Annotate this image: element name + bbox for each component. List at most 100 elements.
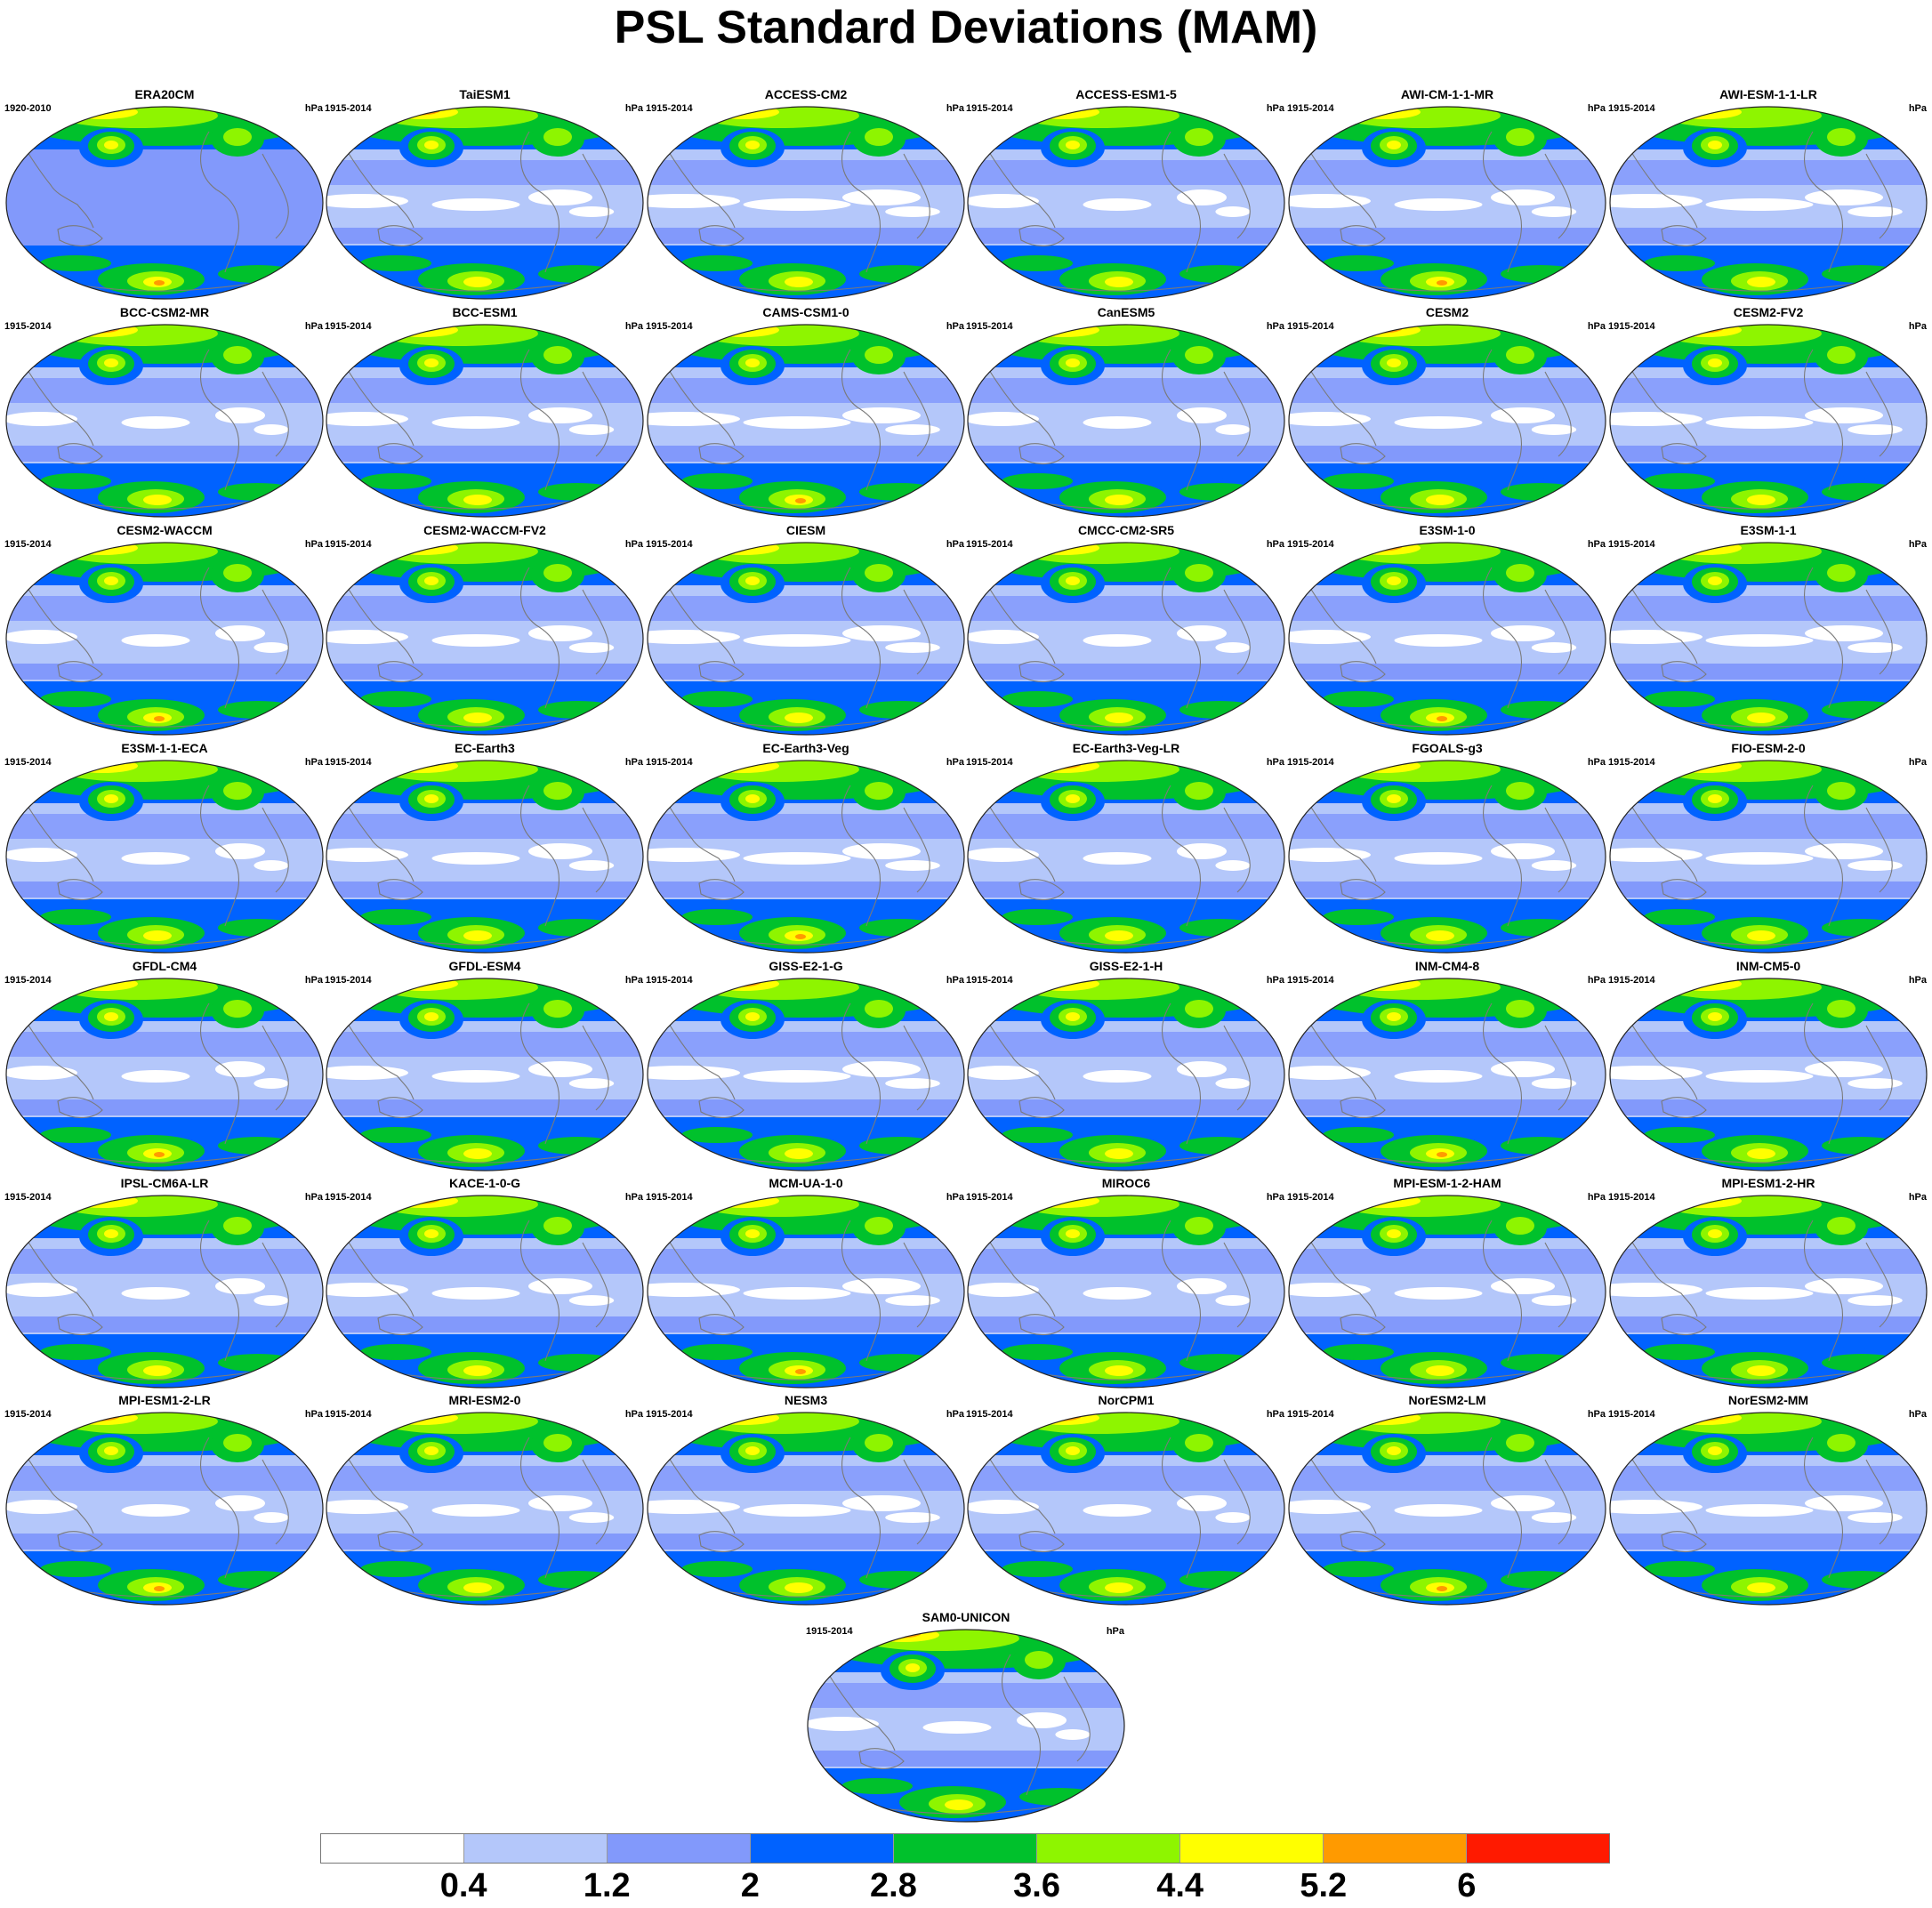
model-panel: CanESM5 1915-2014 hPa <box>966 305 1286 519</box>
model-panel: CMCC-CM2-SR5 1915-2014 hPa <box>966 523 1286 737</box>
panel-title: MPI-ESM1-2-LR <box>118 1393 211 1407</box>
model-panel: GISS-E2-1-G 1915-2014 hPa <box>646 959 966 1172</box>
panel-period: 1915-2014 <box>1287 103 1334 114</box>
panel-period: 1915-2014 <box>4 1192 52 1203</box>
robinson-map <box>647 1412 965 1606</box>
model-panel: NorCPM1 1915-2014 hPa <box>966 1393 1286 1606</box>
robinson-map <box>967 324 1285 518</box>
panel-period: 1915-2014 <box>1608 757 1655 768</box>
model-panel: CESM2-WACCM-FV2 1915-2014 hPa <box>325 523 645 737</box>
colorbar-bin <box>1180 1834 1324 1863</box>
robinson-map <box>647 978 965 1171</box>
colorbar-tick-label: 5.2 <box>1300 1867 1348 1904</box>
panel-units: hPa <box>1587 757 1606 768</box>
robinson-map <box>326 1195 644 1389</box>
robinson-map <box>1609 978 1928 1171</box>
panel-period: 1920-2010 <box>4 103 52 114</box>
colorbar-bin <box>1037 1834 1180 1863</box>
panel-period: 1915-2014 <box>646 975 693 986</box>
panel-units: hPa <box>1908 539 1927 550</box>
panel-units: hPa <box>1908 321 1927 332</box>
panel-period: 1915-2014 <box>1608 103 1655 114</box>
panel-title: CESM2 <box>1425 305 1469 319</box>
panel-title: INM-CM5-0 <box>1735 959 1801 973</box>
colorbar-tick-label: 6 <box>1457 1867 1477 1904</box>
panel-units: hPa <box>946 103 964 114</box>
colorbar-bin <box>1324 1834 1467 1863</box>
panel-title: E3SM-1-0 <box>1419 523 1476 537</box>
panel-units: hPa <box>1587 1409 1606 1420</box>
panel-title: EC-Earth3 <box>455 741 515 755</box>
panel-units: hPa <box>1908 975 1927 986</box>
robinson-map <box>647 760 965 954</box>
panel-title: MPI-ESM-1-2-HAM <box>1393 1176 1501 1190</box>
panel-period: 1915-2014 <box>966 103 1013 114</box>
model-panel: GISS-E2-1-H 1915-2014 hPa <box>966 959 1286 1172</box>
panel-units: hPa <box>304 103 323 114</box>
panel-title: KACE-1-0-G <box>448 1176 521 1190</box>
model-panel: GFDL-ESM4 1915-2014 hPa <box>325 959 645 1172</box>
robinson-map <box>967 978 1285 1171</box>
model-panel: MRI-ESM2-0 1915-2014 hPa <box>325 1393 645 1606</box>
colorbar-bin <box>751 1834 894 1863</box>
panel-title: CESM2-WACCM-FV2 <box>423 523 546 537</box>
panel-period: 1915-2014 <box>1608 1409 1655 1420</box>
panel-units: hPa <box>304 757 323 768</box>
robinson-map <box>1288 324 1606 518</box>
panel-period: 1915-2014 <box>966 321 1013 332</box>
panel-period: 1915-2014 <box>646 1192 693 1203</box>
panel-units: hPa <box>624 975 643 986</box>
robinson-map <box>5 978 324 1171</box>
panel-units: hPa <box>1266 1192 1284 1203</box>
panel-period: 1915-2014 <box>4 1409 52 1420</box>
panel-period: 1915-2014 <box>1287 1409 1334 1420</box>
panel-period: 1915-2014 <box>1608 1192 1655 1203</box>
panel-period: 1915-2014 <box>325 975 372 986</box>
panel-units: hPa <box>946 1192 964 1203</box>
panel-title: E3SM-1-1-ECA <box>121 741 208 755</box>
colorbar-tick-label: 4.4 <box>1156 1867 1204 1904</box>
robinson-map <box>647 106 965 300</box>
panel-units: hPa <box>304 1192 323 1203</box>
model-panel: MPI-ESM1-2-HR 1915-2014 hPa <box>1608 1176 1928 1389</box>
panel-title: MPI-ESM1-2-HR <box>1721 1176 1815 1190</box>
colorbar-bin <box>321 1834 464 1863</box>
model-panel: E3SM-1-0 1915-2014 hPa <box>1287 523 1607 737</box>
model-panel: NESM3 1915-2014 hPa <box>646 1393 966 1606</box>
robinson-map <box>1609 542 1928 736</box>
model-panel: AWI-ESM-1-1-LR 1915-2014 hPa <box>1608 87 1928 301</box>
colorbar-bin <box>1467 1834 1609 1863</box>
model-panel: NorESM2-MM 1915-2014 hPa <box>1608 1393 1928 1606</box>
panel-period: 1915-2014 <box>4 321 52 332</box>
panel-period: 1915-2014 <box>966 1192 1013 1203</box>
model-panel: CESM2-WACCM 1915-2014 hPa <box>4 523 325 737</box>
panel-period: 1915-2014 <box>966 757 1013 768</box>
panel-title: E3SM-1-1 <box>1740 523 1797 537</box>
panel-period: 1915-2014 <box>646 321 693 332</box>
robinson-map <box>326 542 644 736</box>
robinson-map <box>1288 542 1606 736</box>
panel-units: hPa <box>624 321 643 332</box>
panel-units: hPa <box>1266 539 1284 550</box>
robinson-map <box>326 106 644 300</box>
panel-title: CESM2-WACCM <box>117 523 213 537</box>
colorbar-tick-label: 1.2 <box>583 1867 631 1904</box>
panel-units: hPa <box>1266 1409 1284 1420</box>
panel-units: hPa <box>946 1409 964 1420</box>
model-panel: EC-Earth3 1915-2014 hPa <box>325 741 645 954</box>
panel-period: 1915-2014 <box>1287 757 1334 768</box>
panel-period: 1915-2014 <box>646 539 693 550</box>
model-panel: INM-CM5-0 1915-2014 hPa <box>1608 959 1928 1172</box>
panel-title: NorCPM1 <box>1098 1393 1155 1407</box>
panel-period: 1915-2014 <box>325 321 372 332</box>
panel-title: CAMS-CSM1-0 <box>762 305 849 319</box>
robinson-map <box>967 106 1285 300</box>
panel-period: 1915-2014 <box>4 539 52 550</box>
panel-title: GISS-E2-1-H <box>1089 959 1163 973</box>
panel-title: MCM-UA-1-0 <box>769 1176 843 1190</box>
panel-units: hPa <box>1587 975 1606 986</box>
robinson-map <box>807 1629 1125 1823</box>
panel-period: 1915-2014 <box>1608 321 1655 332</box>
robinson-map <box>326 978 644 1171</box>
panel-units: hPa <box>624 1409 643 1420</box>
